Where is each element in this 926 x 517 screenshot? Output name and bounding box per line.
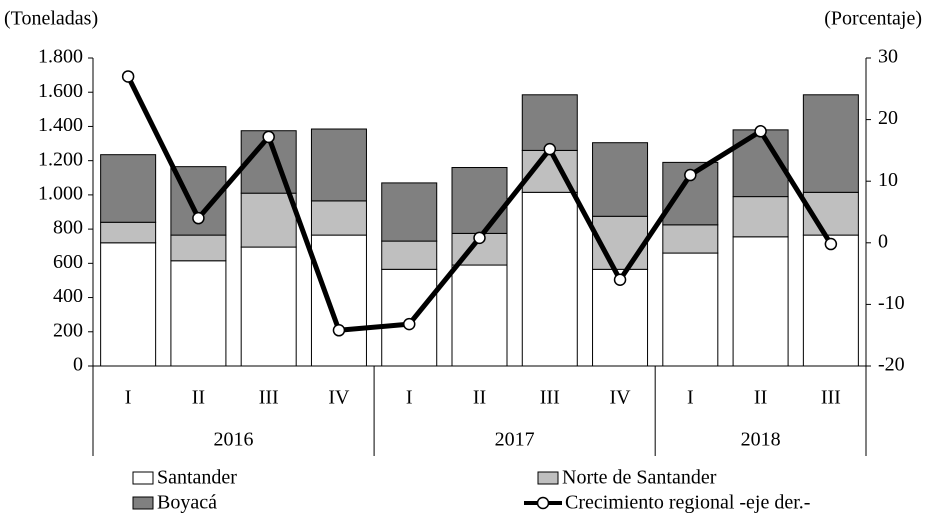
x-tick-label: II: [754, 387, 767, 409]
x-tick-label: II: [473, 387, 486, 409]
line-marker: [192, 211, 205, 225]
bar: [310, 234, 367, 367]
line-marker: [402, 317, 416, 331]
bar: [662, 224, 719, 254]
legend-label: Santander: [157, 467, 237, 489]
bar: [732, 196, 789, 238]
bar: [802, 234, 859, 367]
y-tick-label: 600: [53, 251, 83, 273]
legend-label: Norte de Santander: [562, 467, 717, 489]
bar: [310, 128, 367, 202]
x-tick-label: I: [125, 387, 132, 409]
bar: [381, 240, 438, 270]
legend-label: Boyacá: [157, 492, 217, 514]
bar: [170, 234, 227, 262]
bar: [662, 252, 719, 367]
bar: [240, 192, 297, 248]
x-tick-label: I: [687, 387, 694, 409]
bar: [802, 191, 859, 236]
bar: [802, 94, 859, 193]
bar: [100, 242, 157, 367]
legend-swatch: [132, 496, 154, 510]
x-tick-label: III: [259, 387, 279, 409]
y-tick-label: 0: [73, 354, 83, 376]
y-tick-label: 1.800: [38, 46, 83, 68]
legend-swatch: [132, 471, 154, 485]
line-marker: [543, 142, 557, 156]
group-label: 2016: [214, 429, 254, 451]
bar: [451, 264, 508, 367]
y-axis-title: (Toneladas): [4, 8, 98, 30]
bar: [100, 154, 157, 223]
x-tick-label: III: [540, 387, 560, 409]
bar: [381, 182, 438, 242]
y-tick-label: 800: [53, 217, 83, 239]
line-marker: [473, 231, 486, 245]
line-marker: [613, 273, 627, 287]
x-tick-label: II: [192, 387, 205, 409]
bar: [240, 246, 297, 367]
y2-tick-label: 20: [878, 107, 898, 129]
x-tick-label: IV: [328, 387, 350, 409]
x-tick-label: I: [406, 387, 413, 409]
y-tick-label: 1.000: [38, 182, 83, 204]
y2-tick-label: -10: [878, 292, 905, 314]
y-tick-label: 1.200: [38, 148, 83, 170]
line-marker: [754, 125, 767, 138]
y2-tick-label: -20: [878, 354, 905, 376]
bar: [521, 191, 578, 367]
bar: [592, 142, 649, 217]
line-marker: [262, 130, 275, 144]
bar: [451, 167, 508, 234]
bar: [310, 200, 367, 236]
legend-label: Crecimiento regional -eje der.-: [565, 492, 810, 514]
y2-tick-label: 0: [878, 230, 888, 252]
y2-axis-title: (Porcentaje): [824, 8, 922, 30]
bar: [100, 221, 157, 244]
bar: [521, 94, 578, 151]
y2-tick-label: 10: [878, 169, 898, 191]
bar: [381, 268, 438, 367]
y-tick-label: 1.600: [38, 80, 83, 102]
group-label: 2017: [495, 429, 535, 451]
y-tick-label: 1.400: [38, 114, 83, 136]
x-tick-label: III: [821, 387, 841, 409]
x-tick-label: IV: [609, 387, 631, 409]
legend-marker: [536, 496, 550, 510]
y-tick-label: 400: [53, 285, 83, 307]
bar: [732, 236, 789, 367]
y-tick-label: 200: [53, 319, 83, 341]
line-marker: [824, 237, 838, 251]
line-marker: [332, 324, 346, 337]
line-marker: [121, 70, 135, 83]
group-label: 2018: [741, 429, 781, 451]
line-marker: [684, 168, 697, 182]
y2-tick-label: 30: [878, 46, 898, 68]
legend-swatch: [537, 471, 559, 485]
bar: [170, 260, 227, 367]
